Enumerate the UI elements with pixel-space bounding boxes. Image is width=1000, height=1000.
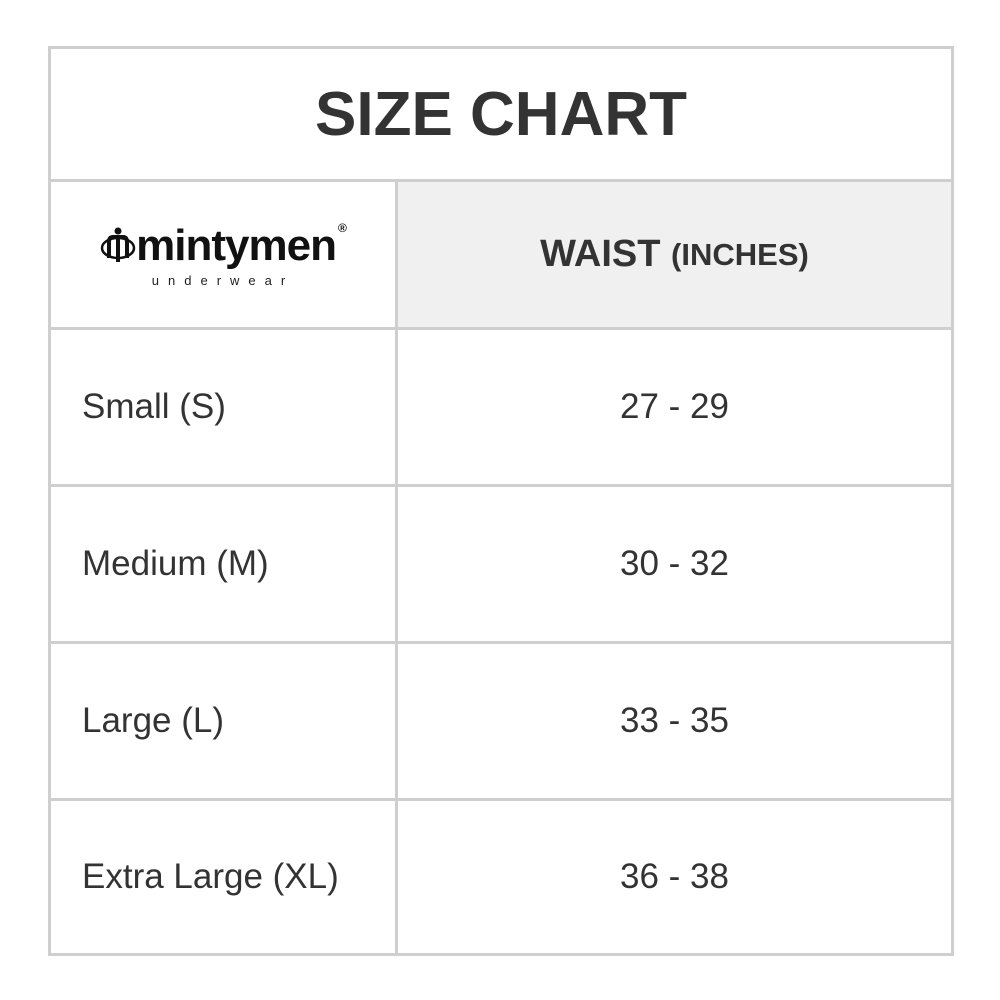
waist-cell: 33 - 35: [620, 701, 729, 740]
waist-cell: 36 - 38: [620, 857, 729, 896]
size-cell: Large (L): [51, 644, 398, 798]
waist-cell: 27 - 29: [620, 387, 729, 426]
chart-title: SIZE CHART: [51, 49, 951, 182]
size-chart-table: SIZE CHART mintymen ® underwear WAIST (I…: [48, 46, 954, 956]
logo-emblem-icon: [100, 227, 136, 262]
table-row: Large (L) 33 - 35: [51, 644, 951, 801]
brand-logo: mintymen ® underwear: [51, 182, 398, 327]
waist-header: WAIST (INCHES): [398, 182, 951, 327]
size-cell: Small (S): [51, 330, 398, 484]
waist-cell: 30 - 32: [620, 544, 729, 583]
header-row: mintymen ® underwear WAIST (INCHES): [51, 182, 951, 330]
table-row: Extra Large (XL) 36 - 38: [51, 801, 951, 953]
size-cell: Medium (M): [51, 487, 398, 641]
size-cell: Extra Large (XL): [51, 801, 398, 953]
table-row: Medium (M) 30 - 32: [51, 487, 951, 644]
table-row: Small (S) 27 - 29: [51, 330, 951, 487]
